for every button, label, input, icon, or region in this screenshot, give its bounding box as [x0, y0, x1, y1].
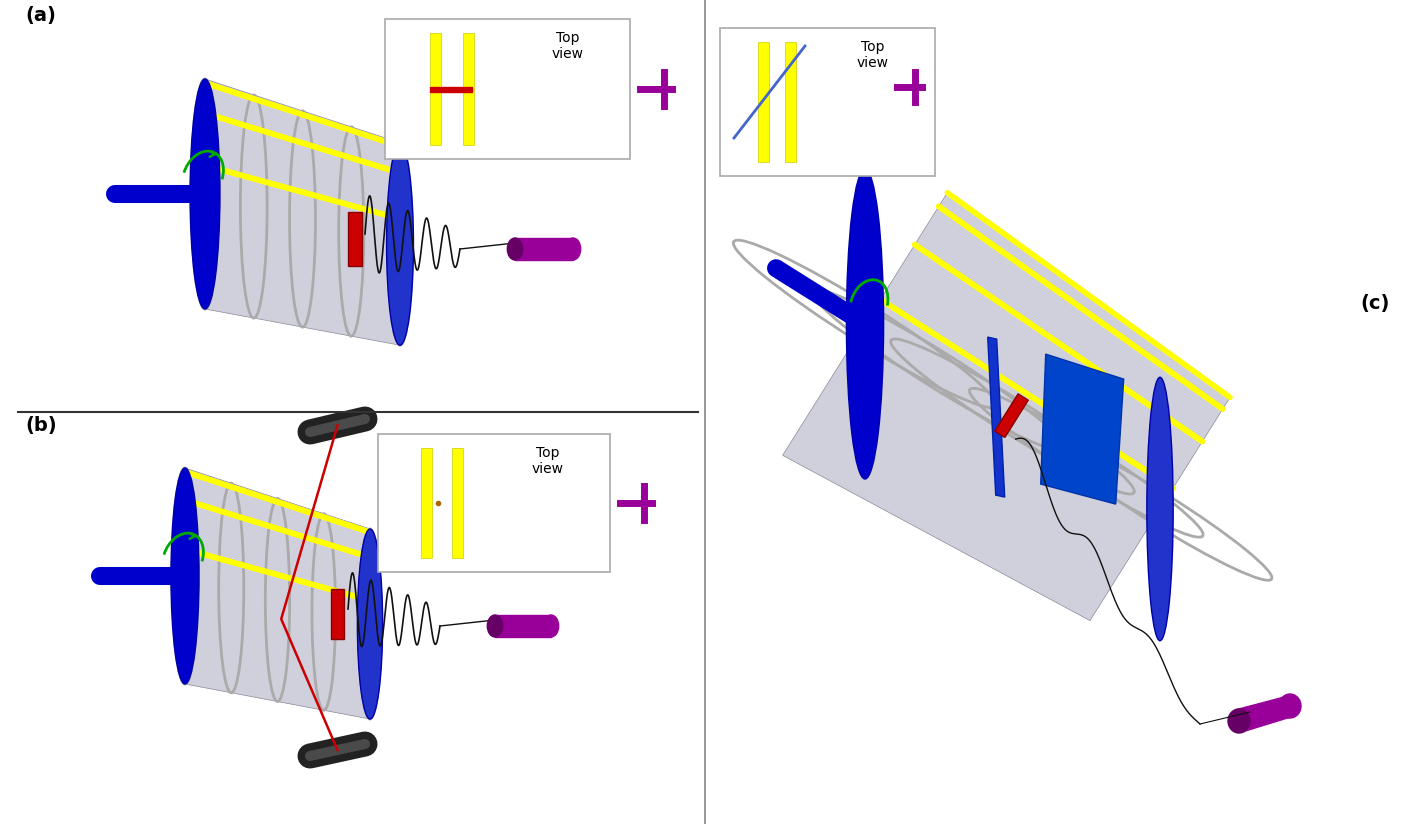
- Polygon shape: [515, 238, 573, 260]
- Polygon shape: [1235, 696, 1294, 732]
- Ellipse shape: [171, 468, 199, 684]
- Ellipse shape: [357, 529, 382, 719]
- Bar: [349, 212, 363, 266]
- Polygon shape: [1041, 354, 1123, 504]
- Ellipse shape: [566, 238, 581, 260]
- Polygon shape: [783, 193, 1230, 620]
- Text: Top
view: Top view: [532, 446, 564, 476]
- Ellipse shape: [487, 615, 502, 637]
- Polygon shape: [205, 79, 399, 345]
- Polygon shape: [988, 337, 1005, 497]
- Text: Top
view: Top view: [856, 40, 889, 70]
- Ellipse shape: [387, 143, 413, 345]
- Ellipse shape: [190, 79, 220, 309]
- Bar: [720, 28, 935, 176]
- Text: (a): (a): [25, 6, 56, 25]
- Bar: [420, 448, 432, 558]
- Ellipse shape: [508, 238, 522, 260]
- Bar: [378, 434, 610, 572]
- Text: Top
view: Top view: [552, 31, 584, 61]
- Bar: [785, 42, 796, 162]
- Ellipse shape: [1228, 709, 1250, 733]
- Polygon shape: [185, 468, 370, 719]
- Ellipse shape: [543, 615, 559, 637]
- Ellipse shape: [1147, 377, 1173, 641]
- Bar: [463, 33, 474, 145]
- Text: (b): (b): [25, 416, 56, 435]
- Bar: [995, 394, 1029, 438]
- Ellipse shape: [847, 169, 883, 479]
- Bar: [430, 87, 473, 92]
- Bar: [452, 448, 463, 558]
- Polygon shape: [495, 615, 552, 637]
- Bar: [758, 42, 769, 162]
- Bar: [332, 589, 344, 639]
- Bar: [430, 33, 442, 145]
- Ellipse shape: [1278, 694, 1301, 718]
- Bar: [385, 19, 629, 159]
- Text: (c): (c): [1360, 294, 1390, 313]
